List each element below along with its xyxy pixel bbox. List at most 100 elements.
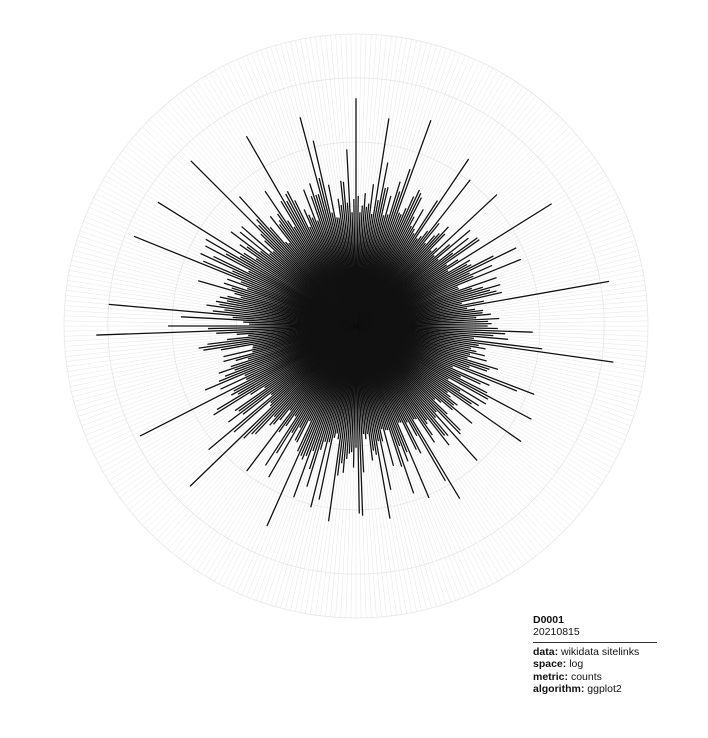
grid-spoke <box>468 225 631 286</box>
grid-spoke <box>396 438 457 601</box>
grid-spoke <box>388 441 437 607</box>
grid-spoke <box>473 346 644 377</box>
grid-spoke <box>424 423 524 566</box>
grid-spoke <box>110 166 256 262</box>
grid-spoke <box>458 175 607 265</box>
grid-spoke <box>68 346 239 377</box>
grid-spoke <box>78 362 243 417</box>
grid-spoke <box>73 356 241 402</box>
grid-spoke <box>474 280 645 308</box>
grid-spoke <box>434 105 548 236</box>
grid-spoke <box>380 40 417 209</box>
grid-spoke <box>413 70 498 222</box>
grid-spoke <box>392 439 447 604</box>
grid-spoke <box>350 34 355 207</box>
grid-spoke <box>392 48 447 213</box>
grid-spoke <box>406 434 480 591</box>
grid-spoke <box>64 315 237 323</box>
grid-spoke <box>462 380 617 459</box>
grid-spoke <box>415 72 503 223</box>
grid-spoke <box>440 119 563 242</box>
grid-spoke <box>188 86 288 229</box>
grid-spoke <box>398 437 461 599</box>
grid-spoke <box>466 211 625 280</box>
grid-spoke <box>475 305 648 318</box>
grid-spoke <box>370 444 392 616</box>
grid-spoke <box>408 433 485 589</box>
grid-spoke <box>205 75 295 224</box>
grid-spoke <box>475 334 648 347</box>
grid-spoke <box>93 378 249 455</box>
grid-spoke <box>427 421 532 560</box>
grid-spoke <box>116 158 259 258</box>
caption-row-metric: metric: counts <box>533 671 657 683</box>
grid-spoke <box>315 36 340 208</box>
grid-spoke <box>345 34 353 207</box>
grid-spoke <box>404 59 475 217</box>
grid-spoke <box>419 427 511 574</box>
grid-spoke <box>305 443 336 614</box>
grid-spoke <box>102 385 253 473</box>
grid-spoke <box>450 146 587 253</box>
grid-spoke <box>172 418 281 554</box>
grid-spoke <box>459 179 610 267</box>
radial-bar <box>190 160 357 327</box>
grid-spoke <box>364 34 377 207</box>
grid-spoke <box>475 327 648 332</box>
grid-spoke <box>475 300 647 316</box>
grid-spoke <box>398 53 461 215</box>
grid-spoke <box>214 70 299 222</box>
grid-spoke <box>176 95 283 232</box>
grid-spoke <box>473 348 643 382</box>
grid-spoke <box>255 51 316 214</box>
grid-spoke <box>300 443 334 613</box>
grid-spoke <box>459 385 610 473</box>
caption-key: space: <box>533 658 567 671</box>
grid-spoke <box>65 295 237 314</box>
grid-spoke <box>69 348 239 382</box>
grid-spoke <box>89 207 247 278</box>
caption-divider <box>533 641 657 643</box>
grid-spoke <box>214 430 299 582</box>
grid-spoke <box>431 98 540 234</box>
grid-spoke <box>402 57 471 216</box>
grid-spoke <box>78 235 243 290</box>
grid-spoke <box>125 146 262 253</box>
grid-spoke <box>431 418 540 554</box>
grid-spoke <box>472 255 640 298</box>
grid-spoke <box>72 255 240 298</box>
grid-spoke <box>368 35 387 207</box>
grid-spoke <box>444 130 574 247</box>
grid-spoke <box>119 154 260 256</box>
grid-spoke <box>472 354 640 397</box>
grid-spoke <box>156 112 275 239</box>
grid-spoke <box>142 126 269 245</box>
grid-spoke <box>116 394 259 494</box>
grid-spoke <box>128 401 264 510</box>
grid-spoke <box>434 416 548 547</box>
grid-spoke <box>460 184 612 269</box>
grid-spoke <box>280 441 326 609</box>
grid-spoke <box>180 92 285 231</box>
grid-spoke <box>472 352 641 392</box>
grid-spoke <box>384 42 427 210</box>
grid-spoke <box>113 392 257 490</box>
grid-spoke <box>145 122 271 244</box>
caption-value: wikidata sitelinks <box>561 645 640 658</box>
grid-spoke <box>468 366 631 427</box>
grid-spoke <box>400 436 466 597</box>
grid-spoke <box>366 445 382 617</box>
grid-spoke <box>79 364 243 422</box>
grid-spoke <box>400 55 466 216</box>
grid-spoke <box>68 275 239 306</box>
grid-spoke <box>251 53 314 215</box>
grid-spoke <box>192 425 290 569</box>
radial-bar <box>108 303 357 327</box>
grid-spoke <box>441 122 567 244</box>
grid-spoke <box>461 188 614 271</box>
grid-spoke <box>382 41 422 210</box>
grid-spoke <box>105 175 254 265</box>
grid-spoke <box>160 414 277 544</box>
grid-spoke <box>464 202 621 276</box>
grid-spoke <box>64 332 237 342</box>
